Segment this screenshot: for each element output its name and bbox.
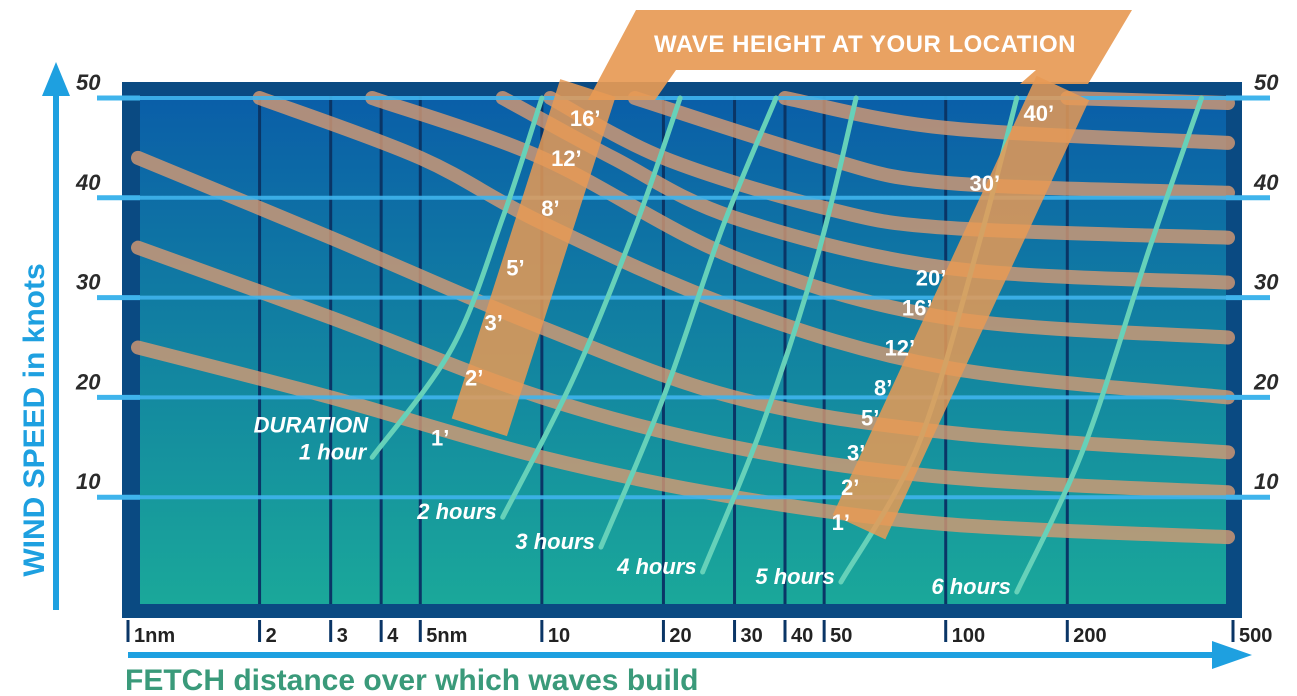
wave-height-label: 2’ bbox=[465, 365, 483, 390]
x-tick-label: 20 bbox=[669, 625, 691, 647]
wave-height-label: 5’ bbox=[861, 405, 879, 430]
x-tick-label: 500 bbox=[1239, 625, 1272, 647]
x-tick-label: 1nm bbox=[134, 625, 175, 647]
y-tick-label-right: 30 bbox=[1254, 270, 1279, 295]
y-axis-arrow bbox=[42, 62, 70, 610]
x-tick-label: 50 bbox=[830, 625, 852, 647]
x-tick-label: 40 bbox=[791, 625, 813, 647]
x-axis-title: FETCH distance over which waves build bbox=[125, 664, 698, 696]
title-banner bbox=[588, 10, 1132, 100]
x-tick-label: 30 bbox=[741, 625, 763, 647]
wave-height-label: 40’ bbox=[1023, 101, 1054, 126]
wave-height-label: 1’ bbox=[431, 425, 449, 450]
wave-height-label: 5’ bbox=[506, 256, 524, 281]
duration-title: DURATION bbox=[254, 412, 370, 437]
y-tick-label-left: 50 bbox=[76, 70, 101, 95]
wave-height-label: 20’ bbox=[916, 266, 947, 291]
duration-label: 6 hours bbox=[931, 574, 1010, 599]
x-tick-label: 2 bbox=[266, 625, 277, 647]
wave-height-curves bbox=[131, 91, 1235, 545]
y-tick-label-right: 40 bbox=[1253, 170, 1279, 195]
wave-height-label: 12’ bbox=[885, 336, 916, 361]
wave-height-label: 2’ bbox=[841, 475, 859, 500]
x-tick-label: 100 bbox=[952, 625, 985, 647]
wave-height-label: 3’ bbox=[847, 440, 865, 465]
wave-height-curve bbox=[131, 340, 1235, 545]
duration-label: 5 hours bbox=[755, 564, 834, 589]
wave-height-label: 8’ bbox=[541, 196, 559, 221]
wave-height-label: 3’ bbox=[485, 311, 503, 336]
duration-curve bbox=[369, 95, 545, 460]
y-tick-label-right: 50 bbox=[1254, 70, 1279, 95]
duration-curve bbox=[700, 95, 859, 575]
wave-height-label: 16’ bbox=[570, 106, 601, 131]
wave-height-curve bbox=[543, 91, 1235, 245]
wave-height-curve bbox=[627, 91, 1235, 200]
wave-height-curve bbox=[252, 91, 1235, 405]
y-tick-label-left: 20 bbox=[75, 369, 101, 394]
wave-height-label: 1’ bbox=[832, 510, 850, 535]
chart-title: WAVE HEIGHT AT YOUR LOCATION bbox=[654, 31, 1076, 58]
x-tick-label: 4 bbox=[387, 625, 399, 647]
wave-height-curve bbox=[365, 91, 1235, 345]
duration-label: 3 hours bbox=[515, 529, 594, 554]
y-tick-label-right: 20 bbox=[1253, 369, 1279, 394]
wave-height-curve bbox=[778, 91, 1235, 150]
x-tick-label: 200 bbox=[1073, 625, 1106, 647]
duration-curve bbox=[598, 95, 779, 550]
duration-curve bbox=[500, 95, 683, 520]
x-axis-ticks: 1nm 2 3 4 5nm 10 20 30 40 50 100 200 500 bbox=[126, 620, 1272, 647]
wave-height-curve bbox=[131, 150, 1235, 460]
wave-height-label: 8’ bbox=[874, 375, 892, 400]
duration-label: 4 hours bbox=[616, 554, 696, 579]
wave-height-band bbox=[832, 75, 1090, 540]
wave-height-labels: 1’ 2’ 3’ 5’ 8’ 12’ 16’ 1’ 2’ 3’ 5’ 8’ 12’ 16’ 20’ 30’ 40… bbox=[431, 101, 1054, 535]
x-tick-label: 10 bbox=[548, 625, 570, 647]
wave-height-label: 12’ bbox=[551, 146, 582, 171]
y-axis-title: WIND SPEED in knots bbox=[18, 263, 51, 576]
y-tick-label-left: 40 bbox=[75, 170, 101, 195]
y-axis-ticks: 10 10 20 20 30 30 40 40 50 50 bbox=[75, 70, 1279, 494]
wave-height-label: 16’ bbox=[902, 296, 933, 321]
x-tick-label: 3 bbox=[337, 625, 348, 647]
wave-height-curve bbox=[131, 240, 1235, 500]
horizontal-gridlines bbox=[97, 95, 1270, 500]
y-tick-label-right: 10 bbox=[1254, 469, 1279, 494]
wave-height-bands bbox=[451, 10, 1132, 540]
x-axis-arrow bbox=[128, 641, 1252, 669]
wave-height-label: 30’ bbox=[970, 171, 1001, 196]
y-tick-label-left: 10 bbox=[76, 469, 101, 494]
y-tick-label-left: 30 bbox=[76, 270, 101, 295]
duration-curve bbox=[1014, 95, 1204, 595]
x-tick-label: 5nm bbox=[426, 625, 467, 647]
duration-label: 1 hour bbox=[299, 439, 368, 464]
duration-label: 2 hours bbox=[416, 499, 496, 524]
wave-height-band bbox=[451, 79, 616, 437]
